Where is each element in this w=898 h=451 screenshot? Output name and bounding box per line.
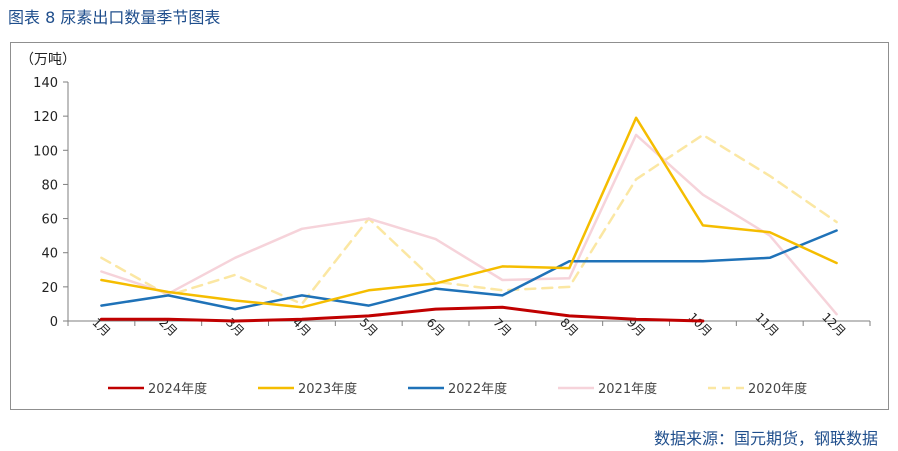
- legend-label-2021年度: 2021年度: [598, 381, 657, 397]
- series-line-2022年度: [100, 229, 838, 311]
- series-line-2024年度: [99, 305, 705, 323]
- x-tick-label: 10月: [686, 310, 715, 339]
- legend: 2024年度 2023年度 2022年度 2021年度 2020年度: [108, 381, 807, 397]
- chart-frame: [10, 42, 889, 410]
- legend-label-2023年度: 2023年度: [298, 381, 357, 397]
- x-tick-label: 11月: [752, 310, 781, 339]
- x-tick-label: 8月: [557, 315, 581, 339]
- x-tick-label: 3月: [223, 315, 247, 339]
- series-line-2023年度: [100, 116, 838, 309]
- y-tick-label: 100: [33, 144, 58, 159]
- legend-label-2020年度: 2020年度: [748, 381, 807, 397]
- series-line-2020年度: [100, 133, 838, 306]
- x-tick-label: 6月: [424, 315, 448, 339]
- y-tick-label: 120: [33, 110, 58, 125]
- figure-title: 图表 8 尿素出口数量季节图表: [8, 8, 221, 27]
- y-tick-label: 0: [50, 315, 58, 330]
- x-tick-label: 5月: [357, 315, 381, 339]
- y-tick-label: 80: [41, 178, 58, 193]
- y-tick-label: 40: [41, 247, 58, 262]
- y-tick-label: 60: [41, 213, 58, 228]
- legend-label-2024年度: 2024年度: [148, 381, 207, 397]
- y-tick-label: 20: [41, 281, 58, 296]
- series-line-2021年度: [100, 133, 838, 316]
- legend-label-2022年度: 2022年度: [448, 381, 507, 397]
- x-tick-label: 12月: [819, 310, 848, 339]
- source-note: 数据来源：国元期货，钢联数据: [653, 429, 878, 448]
- series-lines: [99, 116, 838, 323]
- x-tick-label: 7月: [490, 315, 514, 339]
- y-axis-unit-label: （万吨）: [20, 52, 76, 68]
- y-tick-label: 140: [33, 76, 58, 91]
